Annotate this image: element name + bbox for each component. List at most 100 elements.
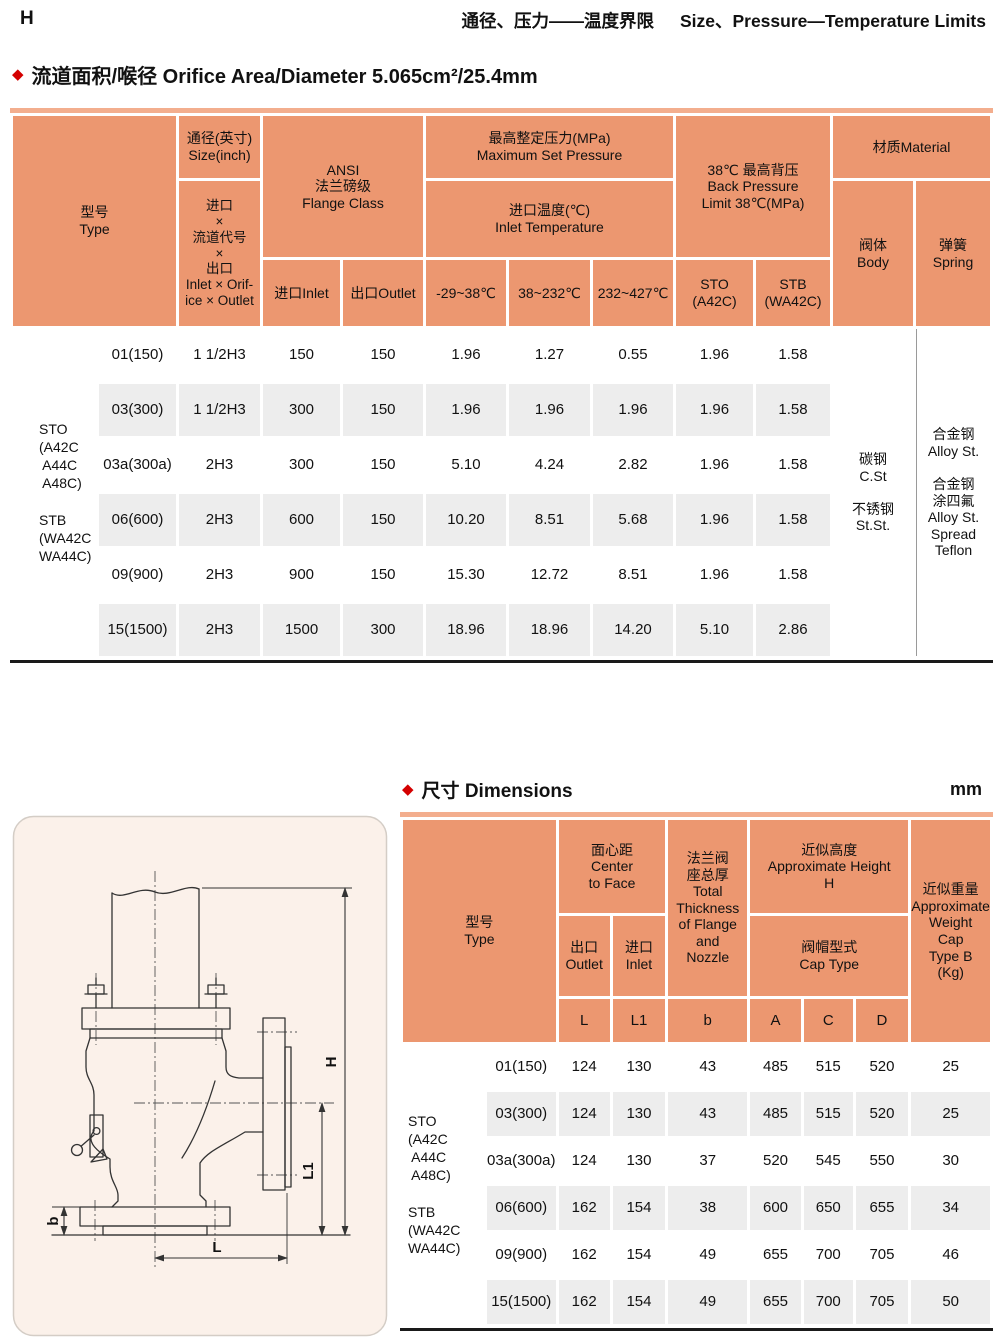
cell-C: 650: [803, 1186, 853, 1230]
cell-pressure-t3: 8.51: [618, 566, 648, 584]
cell-pressure-t3: 0.55: [618, 346, 648, 364]
cell-C: 515: [803, 1092, 853, 1136]
cell-pressure-t1: 18.96: [426, 604, 506, 656]
col-header-body: 阀体 Body: [833, 181, 913, 326]
cell-size-code: 01(150): [495, 1058, 548, 1076]
col-header-outlet: 出口 Outlet: [558, 916, 610, 996]
cell-size-code: 03a(300a): [103, 456, 172, 474]
cell-inlet-class: 600: [263, 494, 340, 546]
type-series-label: STO (A42C A44C A48C) STB (WA42C WA44C): [408, 1112, 461, 1257]
pressure-temp-table: 型号 Type 通径(英寸) Size(inch) ANSI 法兰磅级 Flan…: [10, 113, 993, 659]
cell-backpressure-sto: 1.96: [676, 494, 753, 546]
cell-size-code: 03(300): [486, 1092, 556, 1136]
col-header-approx-height: 近似高度 Approximate Height H: [750, 820, 909, 913]
cell-inlet-class: 300: [288, 456, 315, 474]
dim-label-b: b: [45, 1216, 62, 1225]
cell-b: 43: [668, 1092, 748, 1136]
cell-size-code: 06(600): [99, 494, 176, 546]
col-header-spring: 弹簧 Spring: [916, 181, 990, 326]
cell-D: 705: [869, 1246, 895, 1264]
table-row: 09(900) 2H3 900 150 15.30 12.72 8.51 1.9…: [13, 549, 990, 601]
cell-b: 49: [699, 1246, 717, 1264]
cell-pressure-t1: 1.96: [451, 346, 481, 364]
cell-L: 124: [571, 1152, 597, 1170]
page-header: H 通径、压力——温度界限 Size、Pressure—Temperature L…: [20, 8, 986, 33]
page-corner-label: H: [20, 8, 34, 29]
col-header-b: b: [668, 999, 748, 1042]
cell-backpressure-stb: 1.58: [778, 566, 808, 584]
page-title-zh: 通径、压力——温度界限: [461, 11, 654, 31]
cell-A: 485: [762, 1058, 789, 1076]
cell-L: 124: [571, 1058, 597, 1076]
cell-C: 700: [815, 1246, 841, 1264]
header-row: 进口 × 流道代号 × 出口 Inlet × Orif- ice × Outle…: [13, 181, 990, 326]
cell-size-code: 09(900): [111, 566, 164, 584]
table-bottom-rule: [400, 1328, 993, 1331]
section1-title-text: 流道面积/喉径 Orifice Area/Diameter 5.065cm²/2…: [31, 66, 538, 88]
col-header-flange-inlet: 进口Inlet: [263, 260, 340, 326]
cell-weight: 34: [911, 1186, 990, 1230]
col-header-type: 型号 Type: [403, 820, 556, 1042]
table-row: 15(1500) 162 154 49 655 700 705 50: [403, 1280, 990, 1324]
dim-label-h: H: [323, 1057, 340, 1068]
cell-size-code: 15(1500): [99, 604, 176, 656]
table-row: STO (A42C A44C A48C) STB (WA42C WA44C) 0…: [403, 1045, 990, 1256]
cell-pressure-t1: 5.10: [451, 456, 481, 474]
spring-material: 合金钢 Alloy St. 合金钢 涂四氟 Alloy St. Spread T…: [916, 329, 990, 656]
header-row: 型号 Type 面心距 Center to Face 法兰阀 座总厚 Total…: [403, 820, 990, 1042]
col-header-ansi-flange-class: ANSI 法兰磅级 Flange Class: [263, 116, 423, 257]
cell-size-code: 03(300): [99, 384, 176, 436]
cell-backpressure-stb: 1.58: [778, 456, 808, 474]
table-row: 15(1500) 2H3 1500 300 18.96 18.96 14.20 …: [13, 604, 990, 656]
type-series-label: STO (A42C A44C A48C) STB (WA42C WA44C): [39, 420, 92, 565]
cell-pressure-t2: 18.96: [509, 604, 590, 656]
page-title-en: Size、Pressure—Temperature Limits: [679, 11, 986, 31]
dim-label-l: L: [212, 1239, 221, 1256]
cell-inlet-class: 1500: [263, 604, 340, 656]
cell-D: 520: [855, 1092, 909, 1136]
cell-pressure-t3: 2.82: [618, 456, 648, 474]
col-header-inlet: 进口 Inlet: [612, 916, 666, 996]
col-header-back-pressure: 38℃ 最高背压 Back Pressure Limit 38℃(MPa): [676, 116, 830, 257]
cell-size-code: 15(1500): [486, 1280, 556, 1324]
cell-backpressure-stb: 2.86: [756, 604, 830, 656]
table-row: 03(300) 124 130 43 485 515 520 25: [403, 1092, 990, 1136]
cell-inlet-class: 150: [288, 346, 315, 364]
cell-b: 49: [668, 1280, 748, 1324]
cell-backpressure-stb: 1.58: [778, 346, 808, 364]
header-row: 型号 Type 通径(英寸) Size(inch) ANSI 法兰磅级 Flan…: [13, 116, 990, 326]
cell-b: 37: [699, 1152, 717, 1170]
cell-outlet-class: 150: [370, 346, 396, 364]
valve-body: [85, 1037, 264, 1208]
cell-A: 655: [750, 1280, 801, 1324]
valve-drawing-svg: b L L1 H: [12, 815, 388, 1337]
cell-A: 485: [750, 1092, 801, 1136]
col-header-type: 型号 Type: [13, 116, 176, 326]
cell-backpressure-sto: 1.96: [676, 384, 753, 436]
col-header-D: D: [855, 999, 909, 1042]
cell-pressure-t3: 1.96: [593, 384, 673, 436]
col-header-flange-outlet: 出口Outlet: [343, 260, 423, 326]
bonnet-bolts: [84, 977, 228, 1009]
valve-pipe: [111, 887, 200, 1009]
cell-b: 43: [699, 1058, 717, 1076]
cell-weight: 30: [942, 1152, 959, 1170]
col-header-temp-range-1: -29~38℃: [426, 260, 506, 326]
cell-backpressure-stb: 1.58: [756, 494, 830, 546]
valve-drawing: b L L1 H: [12, 815, 388, 1337]
col-header-inlet-orifice-outlet: 进口 × 流道代号 × 出口 Inlet × Orif- ice × Outle…: [179, 181, 260, 326]
cell-D: 520: [869, 1058, 895, 1076]
cell-pressure-t2: 1.27: [534, 346, 565, 364]
table-top-strip: [400, 812, 993, 817]
cell-pressure-t2: 12.72: [530, 566, 569, 584]
col-header-size-inch: 通径(英寸) Size(inch): [179, 116, 260, 178]
cell-orifice-code: 1 1/2H3: [179, 384, 260, 436]
cell-outlet-class: 150: [370, 566, 396, 584]
cell-C: 515: [815, 1058, 841, 1076]
cell-orifice-code: 2H3: [205, 456, 234, 474]
cell-L1: 130: [626, 1058, 652, 1076]
dimension-b: b: [45, 1206, 80, 1236]
col-header-material: 材质Material: [833, 116, 990, 178]
cell-weight: 50: [911, 1280, 990, 1324]
